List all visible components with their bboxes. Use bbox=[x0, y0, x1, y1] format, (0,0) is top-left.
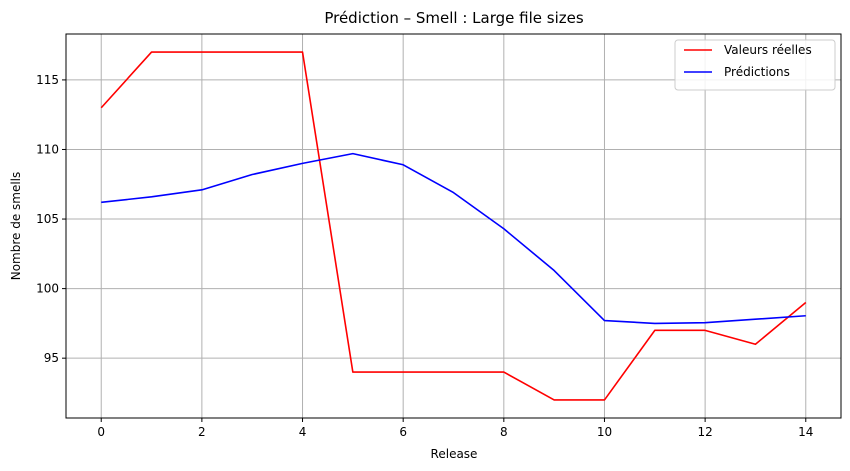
x-tick-label: 10 bbox=[597, 425, 612, 439]
y-tick-label: 95 bbox=[44, 351, 59, 365]
series-lines bbox=[100, 51, 807, 401]
y-tick-label: 110 bbox=[36, 142, 59, 156]
grid bbox=[66, 34, 841, 418]
x-axis-label: Release bbox=[431, 447, 478, 461]
chart-title: Prédiction – Smell : Large file sizes bbox=[324, 9, 584, 27]
x-tick-label: 6 bbox=[399, 425, 407, 439]
legend-label-valeurs-reelles: Valeurs réelles bbox=[724, 43, 812, 57]
x-tick-label: 14 bbox=[798, 425, 813, 439]
y-tick-label: 100 bbox=[36, 282, 59, 296]
x-tick-label: 0 bbox=[97, 425, 105, 439]
series-line-predictions bbox=[101, 152, 806, 325]
x-tick-label: 2 bbox=[198, 425, 206, 439]
x-axis-ticks: 0 2 4 6 8 10 12 14 bbox=[97, 418, 813, 439]
x-tick-label: 8 bbox=[500, 425, 508, 439]
legend-box bbox=[674, 39, 836, 91]
legend: Valeurs réelles Prédictions bbox=[674, 39, 836, 91]
plot-area-frame bbox=[65, 33, 842, 419]
x-tick-label: 4 bbox=[299, 425, 307, 439]
y-axis-label: Nombre de smells bbox=[9, 172, 23, 281]
y-tick-label: 105 bbox=[36, 212, 59, 226]
y-axis-ticks: 95 100 105 110 115 bbox=[36, 73, 66, 365]
legend-label-predictions: Prédictions bbox=[724, 65, 790, 79]
series-line-valeurs-reelles bbox=[100, 51, 807, 401]
x-tick-label: 12 bbox=[697, 425, 712, 439]
y-tick-label: 115 bbox=[36, 73, 59, 87]
